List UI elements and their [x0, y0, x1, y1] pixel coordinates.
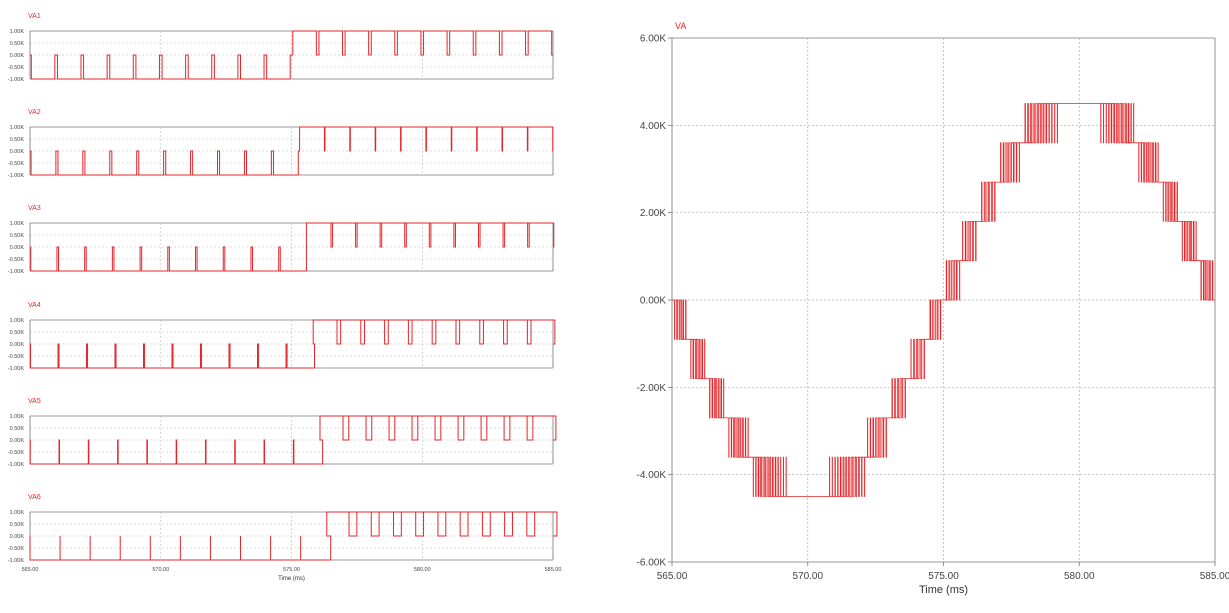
x-tick-label: 565.00 [22, 567, 39, 573]
y-tick-label: 1.00K [10, 125, 25, 131]
chart-title: VA [675, 21, 686, 31]
y-tick-label: 0.00K [10, 149, 25, 155]
y-tick-label: -1.00K [8, 558, 25, 564]
series-label: VA4 [28, 302, 41, 309]
y-tick-label: -0.50K [8, 65, 25, 71]
y-tick-label: 1.00K [10, 318, 25, 324]
subplot-3: VA3 1.00K 0.50K 0.00K -0.50K -1.00K [8, 205, 555, 275]
series-va-trace [672, 103, 1215, 497]
pulse-trace [30, 126, 554, 176]
y-tick-label: 0.50K [10, 330, 25, 336]
pulse-trace [29, 511, 558, 561]
series-label: VA2 [28, 109, 41, 116]
y-tick-label: -0.50K [8, 354, 25, 360]
y-tick-label: 0.50K [10, 426, 25, 432]
y-tick-label: 0.50K [10, 41, 25, 47]
subplot-4: VA4 1.00K 0.50K 0.00K -0.50K -1.00K [8, 302, 556, 372]
pulse-trace [29, 415, 557, 465]
x-tick-label: 570.00 [792, 571, 823, 582]
subplot-5: VA5 1.00K 0.50K 0.00K -0.50K -1.00K [8, 398, 557, 468]
main-waveform-plot: VA 6.00K 4.00K 2.00K 0.00K -2.00K -4.00K -6.00K… [637, 21, 1229, 596]
y-tick-label: 0.00K [10, 245, 25, 251]
y-tick-label: 0.00K [640, 296, 666, 307]
y-tick-label: -0.50K [8, 450, 25, 456]
y-tick-label: 1.00K [10, 29, 25, 35]
y-tick-label: 0.00K [10, 534, 25, 540]
x-tick-label: 580.00 [414, 567, 431, 573]
y-tick-label: -1.00K [8, 173, 25, 179]
y-tick-label: 2.00K [640, 208, 666, 219]
y-tick-label: -1.00K [8, 462, 25, 468]
y-tick-label: -0.50K [8, 257, 25, 263]
y-tick-label: -0.50K [8, 161, 25, 167]
y-tick-label: -0.50K [8, 546, 25, 552]
series-label: VA6 [28, 494, 41, 501]
y-tick-label: -4.00K [637, 470, 667, 481]
x-axis-label: Time (ms) [919, 584, 968, 596]
subplot-1: VA1 1.00K 0.50K 0.00K -0.50K -1.00K [8, 13, 554, 83]
y-tick-label: 0.00K [10, 438, 25, 444]
y-tick-label: -1.00K [8, 366, 25, 372]
x-tick-label: 585.00 [545, 567, 562, 573]
y-tick-label: 6.00K [640, 34, 666, 45]
x-tick-label: 580.00 [1064, 571, 1095, 582]
y-tick-label: 0.50K [10, 233, 25, 239]
subplot-6: VA6 1.00K 0.50K 0.00K -0.50K -1.00K [8, 494, 558, 564]
y-tick-label: 4.00K [640, 121, 666, 132]
series-label: VA3 [28, 205, 41, 212]
y-tick-label: -1.00K [8, 269, 25, 275]
x-tick-label: 575.00 [928, 571, 959, 582]
y-tick-label: 1.00K [10, 414, 25, 420]
y-tick-label: -2.00K [637, 383, 667, 394]
y-tick-label: 1.00K [10, 221, 25, 227]
series-label: VA5 [28, 398, 41, 405]
stacked-subplots: VA1 1.00K 0.50K 0.00K -0.50K -1.00K VA2 1.00K 0.… [8, 13, 562, 582]
pulse-trace [30, 319, 556, 369]
subplot-2: VA2 1.00K 0.50K 0.00K -0.50K -1.00K [8, 109, 554, 179]
x-tick-label: 570.00 [152, 567, 169, 573]
x-axis-label: Time (ms) [278, 576, 305, 582]
x-tick-label: 565.00 [657, 571, 688, 582]
y-tick-label: -6.00K [637, 558, 667, 569]
y-tick-label: 0.00K [10, 342, 25, 348]
pulse-trace [30, 222, 555, 272]
y-tick-label: 1.00K [10, 510, 25, 516]
pulse-trace [30, 30, 553, 80]
series-label: VA1 [28, 13, 41, 20]
y-tick-label: 0.50K [10, 137, 25, 143]
x-tick-label: 575.00 [283, 567, 300, 573]
y-tick-label: -1.00K [8, 77, 25, 83]
y-tick-label: 0.50K [10, 522, 25, 528]
x-tick-label: 585.00 [1200, 571, 1229, 582]
y-tick-label: 0.00K [10, 53, 25, 59]
